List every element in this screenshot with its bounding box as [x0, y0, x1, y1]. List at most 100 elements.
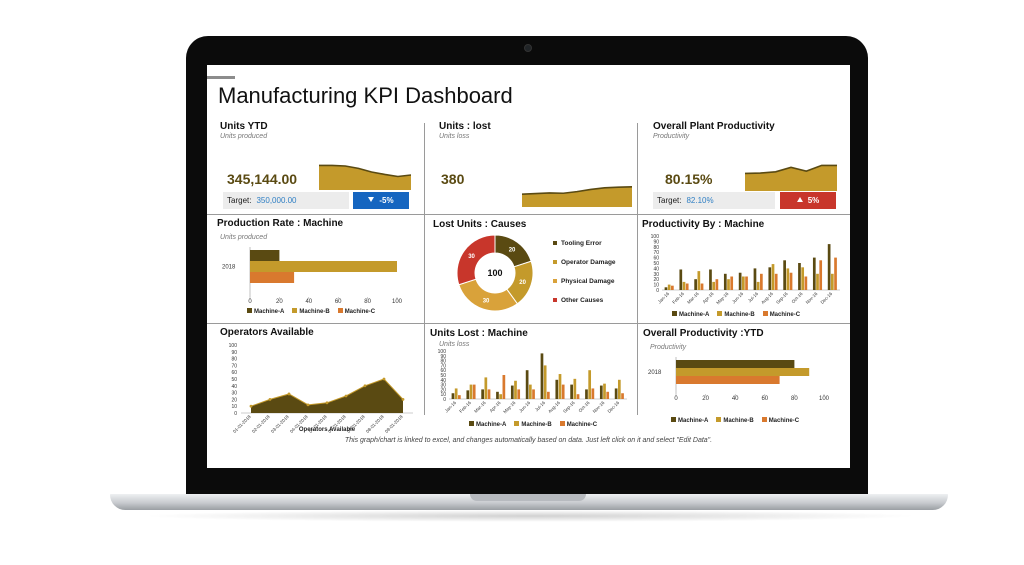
kpi-subtitle: Productivity [653, 133, 690, 140]
sparkline-area [745, 165, 837, 191]
legend-label: Machine-B [299, 309, 330, 315]
tick-label: 70 [440, 363, 446, 369]
camera-icon [524, 44, 532, 52]
target-value: 82.10% [686, 196, 714, 205]
bar [812, 257, 816, 290]
tick-label: 0 [234, 411, 237, 417]
tick-label: Jul-16 [747, 291, 760, 304]
tick-label: Dec-16 [819, 291, 833, 305]
panel-subtitle: Units loss [439, 341, 470, 348]
bar [700, 283, 704, 290]
bar [664, 287, 668, 290]
bar [502, 375, 506, 399]
tick-label: Nov-16 [592, 400, 606, 414]
bar [250, 261, 397, 272]
bar [786, 268, 790, 290]
slice-label: 20 [509, 248, 516, 254]
tick-label: 0 [443, 397, 446, 403]
sparkline-productivity [745, 164, 837, 191]
tick-label: 40 [732, 396, 739, 402]
tick-label: 0 [674, 396, 678, 402]
kpi-title: Units YTD [220, 121, 268, 132]
bar [774, 273, 778, 290]
tick-label: 20 [276, 299, 283, 305]
pie-slice [456, 234, 496, 286]
bar [591, 388, 595, 399]
tick-label: 100 [819, 396, 830, 402]
legend-label: Machine-A [476, 422, 507, 428]
kpi-subtitle: Units loss [439, 133, 470, 140]
bar [499, 394, 503, 399]
sparkline-line [522, 186, 632, 195]
bar [469, 384, 473, 399]
slice-label: 30 [483, 299, 490, 305]
panel-title: Units Lost : Machine [430, 328, 528, 339]
divider-v2 [637, 123, 638, 415]
panel-subtitle: Units produced [220, 234, 268, 241]
legend-item: Machine-A [247, 308, 285, 315]
area-fill [251, 379, 403, 413]
bar [676, 376, 780, 384]
divider-v1 [424, 123, 425, 415]
legend-swatch [559, 421, 565, 426]
kpi-title: Units : lost [439, 121, 491, 132]
bar [496, 391, 499, 399]
tick-label: 60 [335, 299, 342, 305]
tick-label: Jul-16 [534, 400, 547, 413]
legend-label: Machine-B [724, 312, 755, 318]
tick-label: 30 [440, 383, 446, 389]
arrow-up-icon [796, 197, 803, 202]
bar [532, 389, 535, 399]
legend-swatch [553, 298, 557, 302]
bar [484, 377, 488, 399]
bar [540, 353, 544, 399]
bar [682, 281, 686, 290]
tick-label: 20 [653, 277, 659, 283]
donut-center-label: 100 [487, 268, 502, 278]
tick-label: 60 [440, 368, 446, 374]
bar [827, 244, 831, 290]
bar [760, 273, 763, 290]
legend-item: Machine-A [672, 311, 709, 318]
arrow-down-icon [368, 197, 375, 202]
legend-item: Machine-B [717, 311, 755, 318]
bar [771, 264, 775, 290]
sparkline-units-lost [522, 186, 632, 207]
tick-label: 10 [231, 404, 237, 410]
legend-label: Tooling Error [561, 240, 602, 247]
data-point [382, 377, 386, 381]
tick-label: 09-01-2018 [384, 414, 404, 433]
bar [715, 279, 719, 290]
bar [753, 268, 757, 290]
tick-label: 0 [656, 288, 659, 294]
data-point [344, 394, 348, 398]
tick-label: 40 [231, 384, 237, 390]
bar [466, 390, 470, 399]
divider-h2 [207, 323, 850, 324]
legend-label: Machine-A [254, 309, 285, 315]
bar [697, 271, 701, 290]
bar [667, 284, 671, 290]
laptop-notch [470, 494, 586, 501]
bar [783, 260, 786, 290]
legend-label: Machine-C [769, 312, 801, 318]
legend-swatch [553, 260, 557, 264]
bar [801, 267, 805, 290]
legend-item: Machine-A [469, 421, 507, 428]
bar [621, 393, 624, 399]
laptop-base [110, 494, 948, 510]
legend-swatch [337, 308, 343, 313]
bar [816, 273, 819, 290]
legend-item: Machine-A [671, 417, 708, 424]
delta-value: 5% [807, 196, 820, 205]
data-point [325, 401, 329, 405]
title-accent-bar [207, 76, 235, 79]
bar [250, 272, 295, 283]
target-value: 350,000.00 [256, 196, 297, 205]
chart-lost-units-causes: 20 Tooling Error 20 Operator Damage 30 Physic… [456, 234, 616, 312]
tick-label: 80 [791, 396, 798, 402]
panel-title: Overall Productivity :YTD [643, 328, 764, 339]
tick-label: 30 [653, 272, 659, 278]
bar [723, 273, 727, 290]
